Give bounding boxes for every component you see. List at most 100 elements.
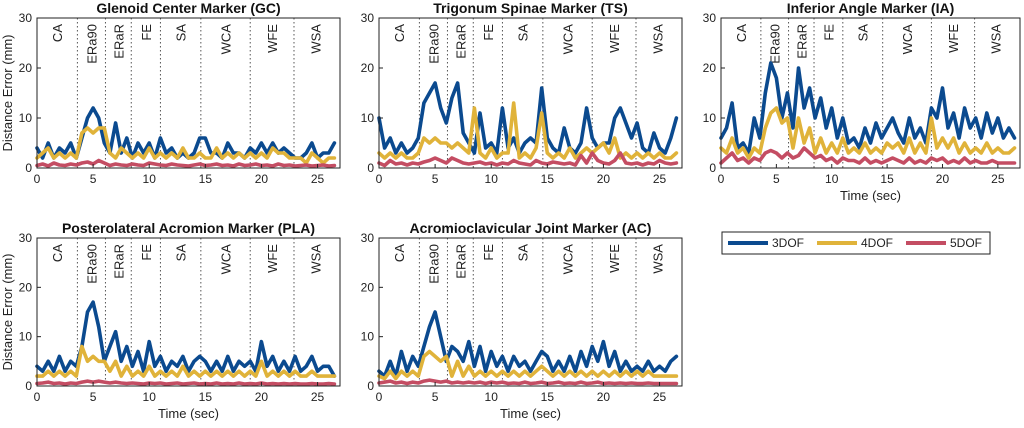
x-tick-label: 25 [653, 172, 667, 186]
phase-label: SA [516, 244, 531, 262]
x-tick-label: 10 [485, 172, 499, 186]
phase-label: WFE [265, 244, 280, 273]
x-tick-label: 20 [255, 172, 269, 186]
y-tick-label: 10 [361, 111, 375, 125]
phase-label: WSA [308, 244, 323, 274]
series-line-3dof [377, 81, 679, 155]
phase-label: WCA [219, 244, 234, 275]
phase-label: WFE [607, 244, 622, 273]
phase-label: CA [50, 244, 65, 262]
axes-frame [378, 17, 683, 169]
phase-label: ERaR [111, 244, 126, 279]
y-tick-label: 10 [703, 111, 717, 125]
x-tick-label: 25 [991, 172, 1005, 186]
y-tick-label: 0 [25, 161, 32, 175]
legend-label-3dof: 3DOF [772, 236, 804, 250]
series-line-3dof [719, 61, 1017, 155]
panel-5: Acromioclavicular Joint Marker (AC)CA ERa… [361, 220, 683, 421]
series-line-5dof [35, 379, 337, 386]
panel-3: Inferior Angle Marker (IA) CA ERa90 ERaR FE S… [703, 0, 1021, 203]
x-axis-label: Time (sec) [158, 406, 219, 421]
series-line-5dof [377, 151, 679, 168]
axes-frame [36, 17, 341, 169]
y-tick-label: 20 [703, 61, 717, 75]
phase-label: ERaR [111, 24, 126, 59]
series-line-5dof [377, 378, 679, 386]
x-tick-label: 25 [311, 390, 325, 404]
phase-label: WSA [650, 244, 665, 274]
legend-label-5dof: 5DOF [950, 236, 982, 250]
x-tick-label: 20 [936, 172, 950, 186]
x-tick-label: 0 [718, 172, 725, 186]
y-tick-label: 10 [19, 111, 33, 125]
x-axis-label: Time (sec) [500, 406, 561, 421]
x-tick-label: 15 [880, 172, 894, 186]
phase-label: ERaR [453, 244, 468, 279]
panel-title: Posterolateral Acromion Marker (PLA) [62, 220, 315, 236]
y-tick-label: 20 [19, 280, 33, 294]
y-tick-label: 20 [361, 61, 375, 75]
x-tick-label: 5 [432, 390, 439, 404]
legend: 3DOF 4DOF 5DOF [721, 231, 991, 255]
x-tick-label: 5 [90, 390, 97, 404]
phase-label: WSA [650, 24, 665, 54]
y-tick-label: 30 [361, 11, 375, 25]
series-line-5dof [35, 158, 337, 168]
series-line-4dof [35, 344, 337, 378]
y-tick-label: 30 [361, 231, 375, 245]
phase-label: WFE [607, 24, 622, 53]
x-tick-label: 20 [597, 172, 611, 186]
phase-label: WSA [989, 24, 1004, 54]
phase-label: CA [734, 24, 749, 42]
y-tick-label: 10 [361, 330, 375, 344]
x-tick-label: 10 [143, 390, 157, 404]
phase-label: WCA [561, 244, 576, 275]
x-tick-label: 15 [199, 172, 213, 186]
phase-label: CA [392, 24, 407, 42]
panel-title: Inferior Angle Marker (IA) [787, 0, 955, 16]
x-tick-label: 10 [143, 172, 157, 186]
phase-label: WSA [308, 24, 323, 54]
y-tick-label: 20 [19, 61, 33, 75]
x-tick-label: 5 [773, 172, 780, 186]
phase-label: ERa90 [768, 24, 783, 64]
phase-label: WCA [900, 24, 915, 55]
panel-title: Trigonum Spinae Marker (TS) [433, 0, 627, 16]
x-tick-label: 20 [597, 390, 611, 404]
x-tick-label: 10 [825, 172, 839, 186]
series-line-3dof [35, 300, 337, 378]
x-axis-label: Time (sec) [840, 188, 901, 203]
x-tick-label: 5 [90, 172, 97, 186]
phase-label: SA [516, 24, 531, 42]
phase-label: FE [821, 24, 836, 41]
x-tick-label: 15 [199, 390, 213, 404]
x-tick-label: 10 [485, 390, 499, 404]
y-axis-label: Distance Error (mm) [0, 253, 15, 370]
phase-label: SA [174, 24, 189, 42]
phase-label: ERa90 [84, 244, 99, 284]
x-tick-label: 25 [311, 172, 325, 186]
y-tick-label: 30 [19, 231, 33, 245]
series-line-3dof [377, 310, 679, 378]
y-tick-label: 30 [703, 11, 717, 25]
x-tick-label: 15 [541, 390, 555, 404]
y-tick-label: 10 [19, 330, 33, 344]
legend-label-4dof: 4DOF [861, 236, 893, 250]
phase-label: WFE [946, 24, 961, 53]
phase-label: FE [481, 24, 496, 41]
phase-label: ERaR [794, 24, 809, 59]
panel-1: Glenoid Center Marker (GC) CA ERa90 ERaR FE S… [0, 0, 341, 186]
x-tick-label: 25 [653, 390, 667, 404]
axes-frame [36, 237, 341, 387]
x-tick-label: 0 [376, 390, 383, 404]
phase-label: FE [139, 244, 154, 261]
series-line-5dof [719, 146, 1017, 165]
axes-frame [720, 17, 1021, 169]
x-tick-label: 15 [541, 172, 555, 186]
phase-label: FE [481, 244, 496, 261]
panel-title: Acromioclavicular Joint Marker (AC) [410, 220, 652, 236]
axes-frame [378, 237, 683, 387]
phase-label: WFE [265, 24, 280, 53]
x-tick-label: 5 [432, 172, 439, 186]
